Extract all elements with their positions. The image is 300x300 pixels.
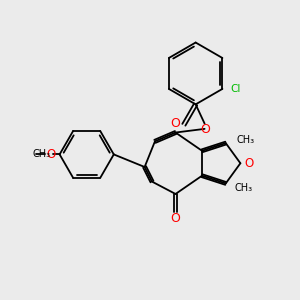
Text: CH₃: CH₃ (32, 149, 51, 159)
Text: O: O (171, 212, 181, 225)
Text: Cl: Cl (231, 85, 241, 94)
Text: CH₃: CH₃ (235, 183, 253, 193)
Text: O: O (171, 117, 181, 130)
Text: O: O (245, 157, 254, 170)
Text: CH₃: CH₃ (236, 135, 254, 145)
Text: O: O (200, 123, 210, 136)
Text: O: O (46, 148, 56, 161)
